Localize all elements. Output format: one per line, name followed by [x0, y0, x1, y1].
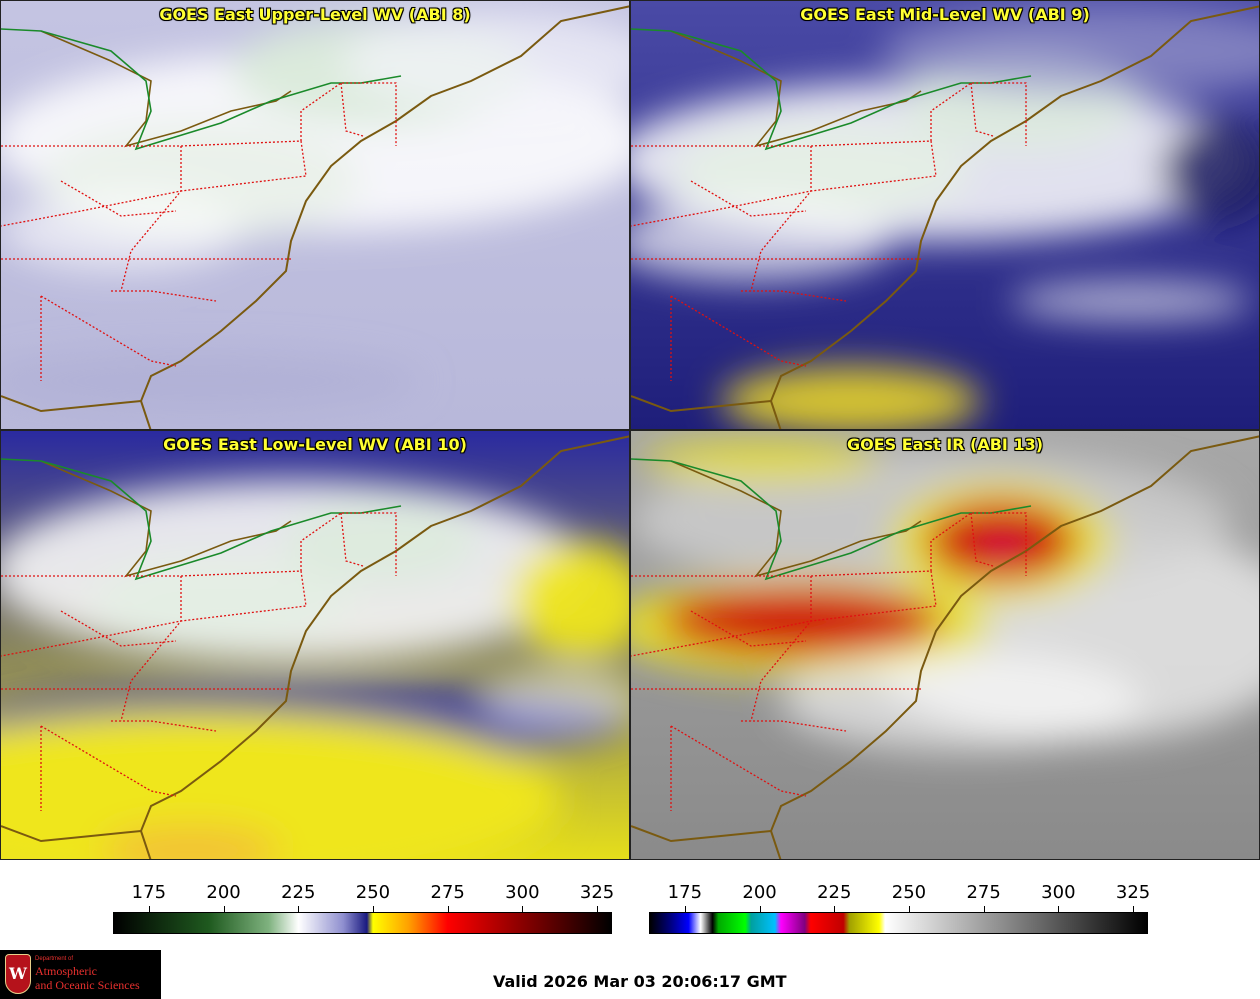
aos-logo: W Department of Atmospheric and Oceanic … — [0, 950, 161, 999]
panel-mid-level-wv: GOES East Mid-Level WV (ABI 9) — [630, 0, 1260, 430]
state-border — [111, 720, 217, 732]
colorbar-tick-label: 300 — [1041, 882, 1076, 903]
colorbar-tick-mark — [597, 906, 599, 914]
state-border — [40, 295, 177, 367]
state-border — [690, 610, 807, 647]
ir-colorbar — [649, 912, 1148, 934]
state-border — [930, 82, 1027, 146]
ir-colorbar-ticks: 175 200 225 250 275 300 325 — [649, 880, 1151, 914]
satellite-image-low — [1, 431, 629, 859]
wv-colorbar — [113, 912, 612, 934]
state-border — [930, 512, 1027, 576]
panel-title: GOES East Upper-Level WV (ABI 8) — [159, 5, 471, 24]
state-border — [750, 576, 812, 722]
satellite-image-mid — [631, 1, 1259, 429]
colorbar-tick-label: 225 — [817, 882, 852, 903]
colorbar-tick-label: 275 — [966, 882, 1001, 903]
state-border — [340, 512, 364, 567]
colorbar-tick-mark — [684, 906, 686, 914]
colorbar-tick-label: 325 — [579, 882, 615, 903]
panel-title: GOES East Low-Level WV (ABI 10) — [163, 435, 467, 454]
colorbar-tick-mark — [1133, 906, 1135, 914]
colorbar-tick-mark — [372, 906, 374, 914]
state-border — [60, 610, 177, 647]
logo-line1: Atmospheric — [35, 964, 97, 978]
state-border — [741, 290, 847, 302]
valid-time: Valid 2026 Mar 03 20:06:17 GMT — [493, 972, 787, 991]
colorbar-tick-label: 300 — [505, 882, 540, 903]
state-border — [300, 512, 397, 576]
colorbar-tick-mark — [908, 906, 910, 914]
colorbar-tick-mark — [298, 906, 300, 914]
colorbar-tick-label: 175 — [667, 882, 703, 903]
state-border — [750, 146, 812, 292]
colorbar-tick-mark — [148, 906, 150, 914]
panel-title: GOES East Mid-Level WV (ABI 9) — [800, 5, 1090, 24]
coastline — [769, 5, 1259, 429]
state-border — [340, 82, 364, 137]
colorbar-tick-mark — [223, 906, 225, 914]
panel-low-level-wv: GOES East Low-Level WV (ABI 10) — [0, 430, 630, 860]
colorbar-tick-mark — [447, 906, 449, 914]
wv-colorbar-ticks: 175 200 225 250 275 300 325 — [113, 880, 615, 914]
colorbar-tick-label: 175 — [131, 882, 167, 903]
state-border — [690, 180, 807, 217]
state-border — [670, 295, 807, 367]
colorbar-tick-label: 250 — [891, 882, 927, 903]
colorbar-tick-label: 200 — [742, 882, 777, 903]
colorbar-tick-mark — [834, 906, 836, 914]
logo-line2: and Oceanic Sciences — [35, 978, 140, 992]
state-border — [670, 725, 807, 797]
colorbar-tick-mark — [522, 906, 524, 914]
state-border — [60, 180, 177, 217]
state-border — [970, 512, 994, 567]
satellite-image-ir — [631, 431, 1259, 859]
panel-upper-level-wv: GOES East Upper-Level WV (ABI 8) — [0, 0, 630, 430]
colorbar-tick-label: 225 — [281, 882, 316, 903]
uw-shield-icon: W — [5, 954, 31, 994]
coastline — [139, 435, 629, 859]
panel-title: GOES East IR (ABI 13) — [846, 435, 1044, 454]
panel-ir: GOES East IR (ABI 13) — [630, 430, 1260, 860]
satellite-image-upper — [1, 1, 629, 429]
colorbar-tick-label: 275 — [430, 882, 465, 903]
coastline — [769, 435, 1259, 859]
colorbar-tick-label: 200 — [206, 882, 241, 903]
state-border — [300, 82, 397, 146]
colorbar-tick-mark — [1058, 906, 1060, 914]
state-border — [40, 725, 177, 797]
colorbar-tick-mark — [759, 906, 761, 914]
state-border — [970, 82, 994, 137]
state-border — [111, 290, 217, 302]
colorbar-tick-label: 250 — [355, 882, 391, 903]
state-border — [741, 720, 847, 732]
coastline — [139, 5, 629, 429]
state-border — [120, 146, 182, 292]
logo-department: Department of — [35, 956, 74, 962]
colorbar-tick-mark — [983, 906, 985, 914]
colorbar-tick-label: 325 — [1115, 882, 1151, 903]
state-border — [120, 576, 182, 722]
